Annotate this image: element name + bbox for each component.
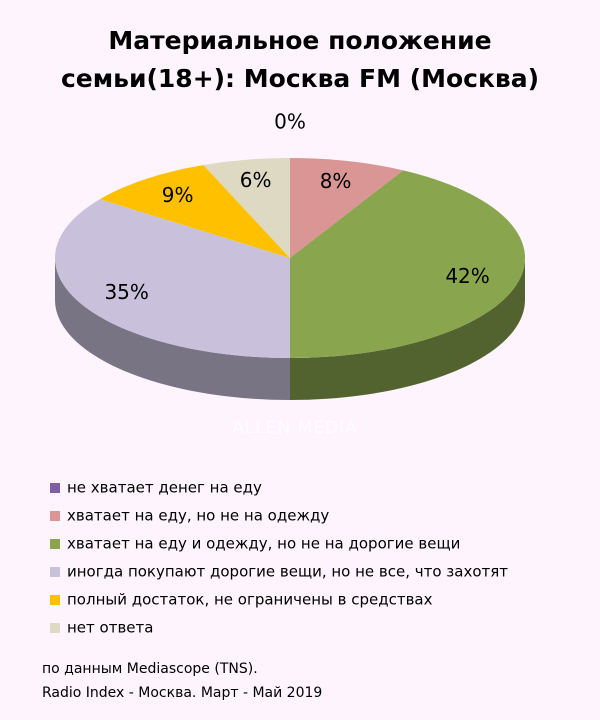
legend-swatch (50, 483, 60, 493)
legend-swatch (50, 623, 60, 633)
data-label: 8% (320, 169, 352, 193)
source-note: Radio Index - Москва. Март - Май 2019 (42, 685, 322, 701)
legend-label: хватает на еду и одежду, но не на дороги… (67, 535, 460, 553)
legend-label: полный достаток, не ограничены в средств… (67, 591, 433, 609)
legend-swatch (50, 595, 60, 605)
slice (290, 170, 525, 358)
legend-swatch (50, 539, 60, 549)
slice (99, 165, 290, 258)
watermark: ALLEN MEDIA (232, 418, 358, 438)
slice-side (290, 258, 525, 400)
chart-title: Материальное положение семьи(18+): Москв… (60, 26, 540, 93)
legend-label: хватает на еду, но не на одежду (67, 507, 329, 525)
source-note: по данным Mediascope (TNS). (42, 661, 258, 677)
data-label: 42% (445, 264, 489, 288)
slice (290, 158, 404, 258)
data-label: 35% (104, 280, 148, 304)
data-label: 0% (274, 110, 306, 134)
legend-swatch (50, 567, 60, 577)
slice-side (55, 258, 290, 400)
legend-swatch (50, 511, 60, 521)
data-label: 6% (240, 168, 272, 192)
legend-label: нет ответа (67, 619, 153, 637)
data-label: 9% (162, 183, 194, 207)
legend-label: иногда покупают дорогие вещи, но не все,… (67, 563, 508, 581)
slice (55, 199, 290, 358)
legend-label: не хватает денег на еду (67, 479, 262, 497)
slice (203, 158, 290, 258)
